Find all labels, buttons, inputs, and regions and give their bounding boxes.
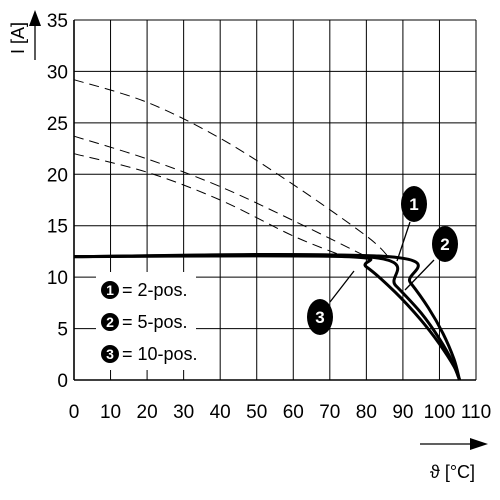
x-tick-label: 90 xyxy=(392,402,413,423)
callout-3-badge xyxy=(307,299,333,335)
x-tick-label: 60 xyxy=(283,402,304,423)
callout-3-leader xyxy=(329,270,355,303)
callout-2-leader xyxy=(404,259,435,291)
callout-1-label: 1 xyxy=(409,195,418,214)
x-axis-arrow-head xyxy=(470,438,488,450)
y-axis-arrow-head xyxy=(29,10,41,26)
callout-2-badge xyxy=(432,226,458,262)
legend-badge-2 xyxy=(101,313,119,331)
callout-2: 2 xyxy=(404,226,458,291)
callout-1-leader xyxy=(396,221,411,262)
y-tick-label: 5 xyxy=(57,320,68,341)
legend-badge-2-label: 2 xyxy=(106,314,114,330)
x-tick-label: 20 xyxy=(137,402,158,423)
legend-text-1: = 2-pos. xyxy=(122,280,188,300)
series-lines xyxy=(73,79,462,381)
x-tick-label: 0 xyxy=(69,402,80,423)
legend-text-3: = 10-pos. xyxy=(122,344,198,364)
y-tick-label: 10 xyxy=(47,268,68,289)
legend-entry-1: 1 = 2-pos. xyxy=(101,280,188,300)
x-tick-label: 110 xyxy=(461,402,491,423)
callout-1-badge xyxy=(401,186,427,222)
grid xyxy=(73,19,477,381)
x-tick-label: 70 xyxy=(319,402,340,423)
series-3-dashed-line xyxy=(73,153,345,258)
x-tick-label: 10 xyxy=(100,402,121,423)
y-axis-label-group: I [A] xyxy=(8,10,41,60)
x-axis-label: ϑ [°C] xyxy=(430,462,475,482)
series-3-solid-line xyxy=(73,254,461,381)
x-tick-label: 30 xyxy=(173,402,194,423)
y-tick-label: 25 xyxy=(47,114,68,135)
legend-badge-1-label: 1 xyxy=(106,282,114,298)
series-2-dashed-line xyxy=(73,135,367,258)
callout-3-label: 3 xyxy=(315,308,324,327)
y-tick-label: 30 xyxy=(47,62,68,83)
x-tick-label: 100 xyxy=(424,402,456,423)
legend-entry-2: 2 = 5-pos. xyxy=(101,312,188,332)
x-tick-label: 80 xyxy=(356,402,377,423)
y-tick-label: 15 xyxy=(47,217,68,238)
legend-text-2: = 5-pos. xyxy=(122,312,188,332)
x-tick-label: 50 xyxy=(246,402,267,423)
tick-labels: 0 10 20 30 40 50 60 70 80 90 100 110 0 5 10 15 20 25 30 35 xyxy=(47,11,491,423)
y-tick-label: 35 xyxy=(47,11,68,32)
callout-1: 1 xyxy=(396,186,427,262)
y-axis-label: I [A] xyxy=(8,22,28,54)
y-tick-label: 20 xyxy=(47,165,68,186)
legend-badge-3 xyxy=(101,345,119,363)
series-1-dashed-line xyxy=(73,79,389,257)
x-tick-label: 40 xyxy=(210,402,231,423)
legend-badge-3-label: 3 xyxy=(106,346,114,362)
y-tick-label: 0 xyxy=(57,371,68,392)
callout-3: 3 xyxy=(307,270,355,335)
x-axis-label-group: ϑ [°C] xyxy=(420,438,488,482)
legend-badge-1 xyxy=(101,281,119,299)
legend: 1 = 2-pos. 2 = 5-pos. 3 = 10-pos. xyxy=(96,272,198,370)
legend-entry-3: 3 = 10-pos. xyxy=(101,344,198,364)
callout-2-label: 2 xyxy=(440,235,449,254)
